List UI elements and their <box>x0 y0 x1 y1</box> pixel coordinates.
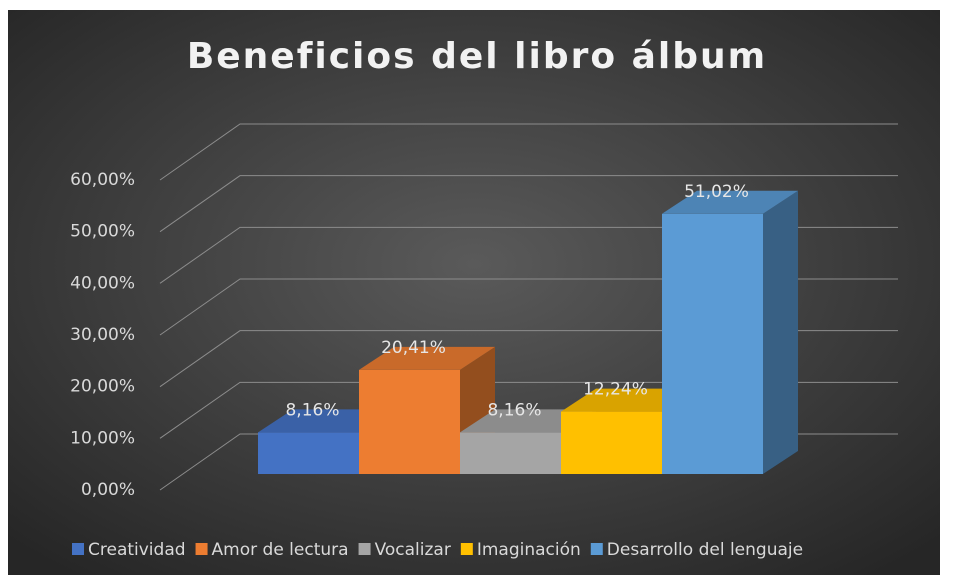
bar <box>561 411 662 474</box>
legend-label: Desarrollo del lenguaje <box>607 540 803 560</box>
legend-swatch <box>358 543 371 555</box>
y-tick-label: 60,00% <box>70 170 135 190</box>
bar-side <box>763 190 798 474</box>
data-label: 51,02% <box>684 182 749 202</box>
bar-top <box>662 190 798 214</box>
y-tick-label: 20,00% <box>70 377 135 397</box>
y-tick-label: 40,00% <box>70 273 135 293</box>
bar <box>460 432 561 474</box>
legend-swatch <box>460 543 473 555</box>
grid-line <box>159 123 898 181</box>
legend-swatch <box>590 543 603 555</box>
y-tick-label: 50,00% <box>70 222 135 242</box>
legend-label: Imaginación <box>477 540 581 560</box>
legend-label: Creatividad <box>88 540 186 560</box>
legend-label: Vocalizar <box>375 540 451 560</box>
bar <box>662 213 763 474</box>
y-tick-label: 0,00% <box>81 480 135 500</box>
data-label: 12,24% <box>583 380 648 400</box>
bar <box>258 432 359 474</box>
data-label: 8,16% <box>487 400 541 420</box>
y-tick-label: 10,00% <box>70 428 135 448</box>
data-label: 20,41% <box>381 338 446 358</box>
data-label: 8,16% <box>285 400 339 420</box>
grid-line <box>159 175 898 233</box>
legend-swatch <box>72 543 84 555</box>
bar-top <box>359 346 495 370</box>
legend-label: Amor de lectura <box>212 540 349 560</box>
legend-swatch <box>195 543 208 555</box>
chart-title: Beneficios del libro álbum <box>187 36 767 77</box>
y-tick-label: 30,00% <box>70 325 135 345</box>
chart-background <box>8 10 940 575</box>
bar <box>359 369 460 474</box>
